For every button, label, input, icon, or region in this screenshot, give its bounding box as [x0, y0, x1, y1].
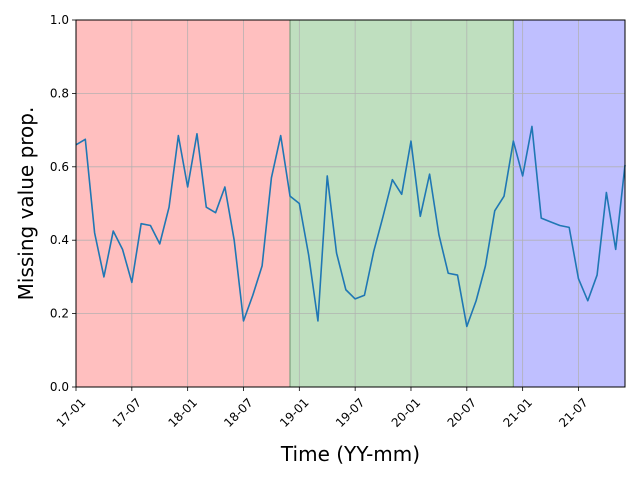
y-axis-ticks: 0.0 0.2 0.4 0.6 0.8 1.0	[50, 13, 76, 394]
series-line-layer	[75, 125, 626, 328]
series-line-0	[75, 125, 626, 328]
shaded-region-2	[513, 20, 625, 387]
y-tick-label: 0.6	[50, 160, 69, 174]
x-tick-label: 19-01	[277, 395, 312, 430]
x-axis-ticks: 17-01 17-07 18-01 18-07 19-01 19-07 20-01 20-07…	[54, 387, 591, 430]
y-axis-label: Missing value prop.	[14, 107, 38, 301]
shaded-regions	[76, 20, 625, 387]
x-tick-label: 21-01	[500, 395, 535, 430]
y-tick-label: 0.4	[50, 233, 69, 247]
y-tick-label: 0.0	[50, 380, 69, 394]
x-tick-label: 20-01	[389, 395, 424, 430]
x-tick-label: 17-01	[54, 395, 89, 430]
x-axis-label: Time (YY-mm)	[280, 442, 420, 466]
y-tick-label: 0.2	[50, 307, 69, 321]
y-tick-label: 1.0	[50, 13, 69, 27]
plot-frame	[75, 19, 626, 388]
x-tick-label: 19-07	[333, 395, 368, 430]
shaded-region-1	[290, 20, 514, 387]
shaded-region-0	[76, 20, 291, 387]
y-tick-label: 0.8	[50, 86, 69, 100]
x-tick-label: 17-07	[110, 395, 145, 430]
x-tick-label: 18-07	[221, 395, 256, 430]
x-tick-label: 20-07	[445, 395, 480, 430]
x-tick-label: 21-07	[556, 395, 591, 430]
x-tick-label: 18-01	[165, 395, 200, 430]
